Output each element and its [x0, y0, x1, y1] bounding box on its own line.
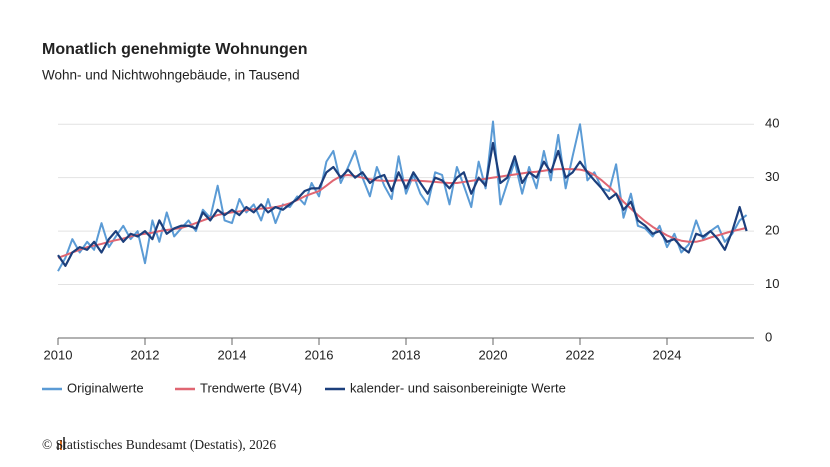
- chart-title: Monatlich genehmigte Wohnungen: [42, 41, 307, 58]
- y-tick-label: 10: [765, 276, 779, 291]
- y-tick-label: 30: [765, 169, 779, 184]
- y-tick-label: 0: [765, 329, 772, 344]
- x-tick-label: 2020: [479, 347, 508, 362]
- legend-label: Originalwerte: [67, 380, 144, 395]
- x-tick-label: 2024: [653, 347, 682, 362]
- y-tick-label: 40: [765, 116, 779, 131]
- series-line: [57, 141, 748, 267]
- legend-label: Trendwerte (BV4): [200, 380, 302, 395]
- x-tick-label: 2010: [44, 347, 73, 362]
- series-line: [57, 120, 748, 272]
- x-tick-label: 2012: [131, 347, 160, 362]
- source: © Statistisches Bundesamt (Destatis), 20…: [42, 437, 276, 452]
- legend-label: kalender- und saisonbereinigte Werte: [350, 380, 566, 395]
- y-tick-label: 20: [765, 223, 779, 238]
- x-tick-label: 2022: [566, 347, 595, 362]
- chart-subtitle: Wohn- und Nichtwohngebäude, in Tausend: [42, 68, 300, 83]
- x-tick-label: 2018: [392, 347, 421, 362]
- x-tick-label: 2014: [218, 347, 247, 362]
- source-icon: [57, 437, 65, 450]
- x-tick-label: 2016: [305, 347, 334, 362]
